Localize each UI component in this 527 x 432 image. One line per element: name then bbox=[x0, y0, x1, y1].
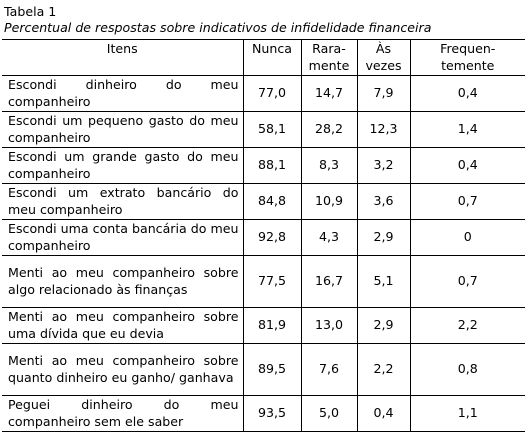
item-cell: Menti ao meu companheiro sobre uma dívid… bbox=[2, 307, 244, 344]
item-cell: Menti ao meu companheiro sobre quanto di… bbox=[2, 343, 244, 396]
percent-cell: 13,0 bbox=[300, 307, 358, 344]
percent-cell: 0,7 bbox=[409, 183, 525, 220]
table-row: Menti ao meu companheiro sobre algo rela… bbox=[2, 255, 525, 308]
item-cell: Escondi dinheiro do meu companheiro bbox=[2, 75, 244, 112]
percent-cell: 0,8 bbox=[409, 343, 525, 396]
percent-cell: 2,2 bbox=[409, 307, 525, 344]
data-table: Itens Nunca Rara-mente Às vezes Frequen-temen… bbox=[2, 39, 525, 432]
percent-cell: 92,8 bbox=[242, 219, 302, 256]
header-row: Itens Nunca Rara-mente Às vezes Frequen-temen… bbox=[2, 39, 525, 76]
percent-cell: 2,9 bbox=[356, 219, 411, 256]
table-row: Escondi dinheiro do meu companheiro 77,0 1… bbox=[2, 75, 525, 112]
header-line: Nunca bbox=[251, 41, 293, 56]
percent-cell: 0,4 bbox=[356, 395, 411, 432]
column-header: Nunca bbox=[242, 39, 302, 76]
percent-cell: 89,5 bbox=[242, 343, 302, 396]
table-row: Escondi um grande gasto do meu companhei… bbox=[2, 147, 525, 184]
table-subtitle: Percentual de respostas sobre indicativo… bbox=[4, 20, 432, 35]
percent-cell: 84,8 bbox=[242, 183, 302, 220]
percent-cell: 7,9 bbox=[356, 75, 411, 112]
percent-cell: 1,1 bbox=[409, 395, 525, 432]
header-line: mente bbox=[308, 57, 350, 73]
header-line: Rara- bbox=[312, 41, 346, 56]
percent-cell: 4,3 bbox=[300, 219, 358, 256]
percent-cell: 93,5 bbox=[242, 395, 302, 432]
percent-cell: 8,3 bbox=[300, 147, 358, 184]
item-cell: Escondi um extrato bancário do meu compa… bbox=[2, 183, 244, 220]
percent-cell: 0,7 bbox=[409, 255, 525, 308]
percent-cell: 0 bbox=[409, 219, 525, 256]
percent-cell: 12,3 bbox=[356, 111, 411, 148]
percent-cell: 2,2 bbox=[356, 343, 411, 396]
table-row: Escondi uma conta bancária do meu compan… bbox=[2, 219, 525, 256]
percent-cell: 77,0 bbox=[242, 75, 302, 112]
percent-cell: 77,5 bbox=[242, 255, 302, 308]
header-line: vezes bbox=[365, 57, 402, 73]
header-line: temente bbox=[441, 57, 495, 73]
percent-cell: 3,6 bbox=[356, 183, 411, 220]
percent-cell: 16,7 bbox=[300, 255, 358, 308]
table-title: Tabela 1 bbox=[4, 4, 57, 19]
table-row: Escondi um pequeno gasto do meu companhe… bbox=[2, 111, 525, 148]
item-cell: Peguei dinheiro do meu companheiro sem e… bbox=[2, 395, 244, 432]
percent-cell: 58,1 bbox=[242, 111, 302, 148]
percent-cell: 2,9 bbox=[356, 307, 411, 344]
percent-cell: 0,4 bbox=[409, 75, 525, 112]
table-row: Peguei dinheiro do meu companheiro sem e… bbox=[2, 395, 525, 432]
header-line: Itens bbox=[106, 41, 138, 56]
percent-cell: 3,2 bbox=[356, 147, 411, 184]
table-body: Escondi dinheiro do meu companheiro 77,0 1… bbox=[2, 75, 525, 432]
percent-cell: 81,9 bbox=[242, 307, 302, 344]
column-header: Itens bbox=[2, 39, 244, 76]
percent-cell: 1,4 bbox=[409, 111, 525, 148]
item-cell: Escondi uma conta bancária do meu compan… bbox=[2, 219, 244, 256]
percent-cell: 0,4 bbox=[409, 147, 525, 184]
header-line: Às bbox=[375, 41, 392, 56]
column-header: Às vezes bbox=[356, 39, 411, 76]
table-row: Escondi um extrato bancário do meu compa… bbox=[2, 183, 525, 220]
table-row: Menti ao meu companheiro sobre uma dívid… bbox=[2, 307, 525, 344]
item-cell: Menti ao meu companheiro sobre algo rela… bbox=[2, 255, 244, 308]
percent-cell: 10,9 bbox=[300, 183, 358, 220]
column-header: Rara-mente bbox=[300, 39, 358, 76]
item-cell: Escondi um pequeno gasto do meu companhe… bbox=[2, 111, 244, 148]
header-line: Frequen- bbox=[440, 41, 496, 56]
percent-cell: 88,1 bbox=[242, 147, 302, 184]
table-row: Menti ao meu companheiro sobre quanto di… bbox=[2, 343, 525, 396]
percent-cell: 28,2 bbox=[300, 111, 358, 148]
percent-cell: 7,6 bbox=[300, 343, 358, 396]
percent-cell: 14,7 bbox=[300, 75, 358, 112]
item-cell: Escondi um grande gasto do meu companhei… bbox=[2, 147, 244, 184]
percent-cell: 5,0 bbox=[300, 395, 358, 432]
percent-cell: 5,1 bbox=[356, 255, 411, 308]
column-header: Frequen-temente bbox=[409, 39, 525, 76]
